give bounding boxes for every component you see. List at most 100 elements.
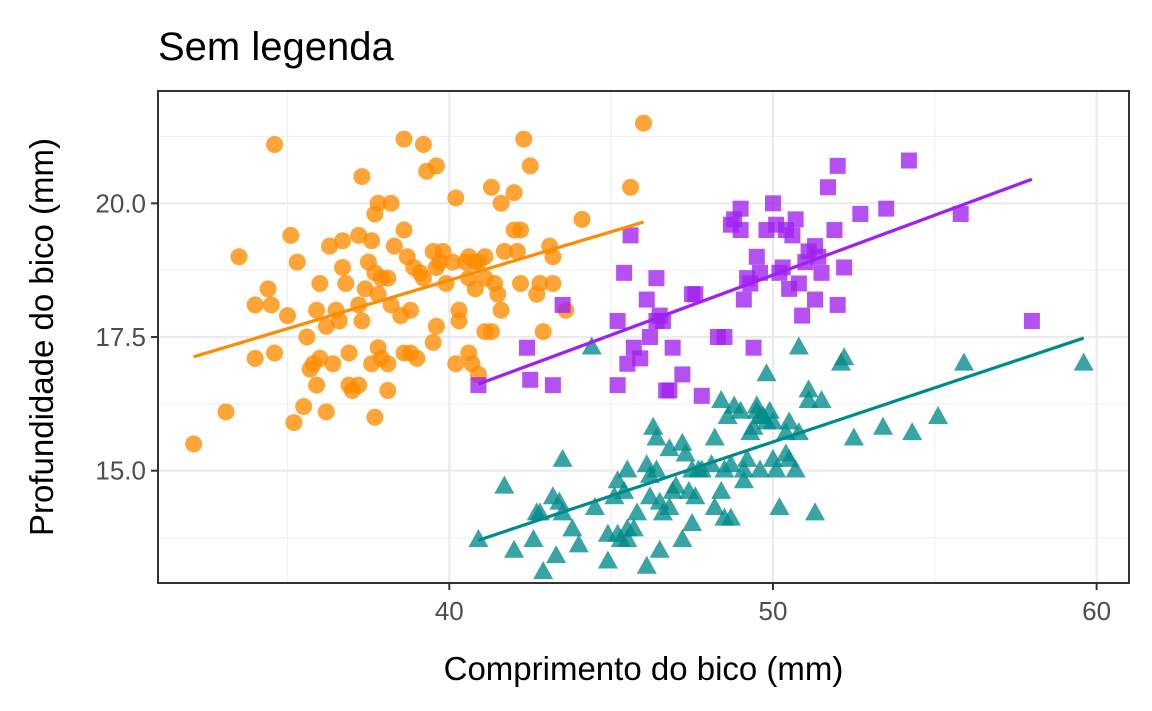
data-point-triangle (639, 486, 660, 505)
data-point-circle (340, 344, 358, 362)
data-point-circle (333, 258, 351, 276)
data-point-circle (308, 376, 326, 394)
data-point-triangle (720, 507, 741, 526)
data-point-triangle (873, 416, 894, 435)
data-point-square (622, 227, 639, 244)
data-point-triangle (617, 459, 638, 478)
data-point-circle (266, 135, 284, 153)
data-point-circle (534, 323, 552, 341)
data-point-circle (395, 221, 413, 239)
data-point-triangle (468, 529, 489, 548)
data-point-circle (369, 285, 387, 303)
data-point-circle (408, 349, 426, 367)
data-point-circle (515, 130, 533, 148)
data-point-circle (311, 275, 329, 293)
data-point-square (784, 227, 801, 244)
data-point-triangle (646, 459, 667, 478)
data-point-triangle (617, 529, 638, 548)
data-point-triangle (649, 539, 670, 558)
data-point-circle (505, 184, 523, 202)
data-point-triangle (805, 502, 826, 521)
data-point-square (1023, 312, 1040, 329)
data-point-triangle (704, 496, 725, 515)
data-point-square (952, 206, 969, 222)
data-point-circle (482, 323, 500, 341)
data-point-triangle (584, 496, 605, 515)
data-point-triangle (636, 454, 657, 473)
data-point-circle (295, 398, 313, 416)
data-point-circle (447, 189, 465, 207)
data-point-circle (379, 269, 397, 287)
data-point-triangle (529, 502, 550, 521)
data-point-circle (492, 301, 510, 319)
data-point-circle (262, 296, 280, 314)
minor-gridlines (158, 91, 1129, 583)
data-point-square (787, 211, 804, 228)
data-point-circle (356, 280, 374, 298)
data-point-circle (447, 355, 465, 373)
fit-line-series-1 (193, 220, 644, 359)
data-point-triangle (623, 518, 644, 537)
x-axis-ticks: 40 50 60 (435, 583, 1111, 626)
data-point-triangle (928, 406, 949, 425)
data-point-circle (379, 381, 397, 399)
data-point-square (732, 200, 749, 217)
data-point-triangle (811, 390, 832, 409)
data-point-circle (185, 435, 203, 453)
data-point-circle (427, 317, 445, 335)
data-point-triangle (733, 459, 754, 478)
data-point-circle (278, 307, 296, 325)
data-point-triangle (649, 491, 670, 510)
y-tick-label: 15.0 (95, 456, 146, 486)
data-point-triangle (552, 448, 573, 467)
data-point-circle (444, 253, 462, 271)
data-point-square (664, 339, 681, 356)
data-point-square (470, 377, 487, 394)
data-point-triangle (643, 416, 664, 435)
data-point-circle (482, 178, 500, 196)
data-point-circle (298, 328, 316, 346)
data-point-triangle (665, 475, 686, 494)
y-tick-label: 17.5 (95, 322, 146, 352)
data-point-square (522, 371, 539, 388)
data-point-circle (495, 242, 513, 260)
data-point-circle (246, 349, 264, 367)
data-point-triangle (766, 459, 787, 478)
data-point-square (748, 248, 765, 265)
data-point-triangle (843, 427, 864, 446)
data-point-circle (544, 275, 562, 293)
data-point-triangle (685, 486, 706, 505)
data-point-circle (635, 114, 652, 132)
fit-lines (193, 177, 1085, 542)
chart-title: Sem legenda (158, 25, 394, 69)
data-point-triangle (646, 427, 667, 446)
data-point-square (732, 222, 749, 239)
data-point-circle (476, 248, 494, 266)
data-point-circle (369, 194, 387, 212)
data-point-triangle (737, 448, 758, 467)
data-point-square (852, 206, 869, 222)
data-point-circle (414, 135, 432, 153)
data-point-circle (489, 285, 507, 303)
data-point-circle (308, 301, 326, 319)
data-point-circle (521, 157, 539, 175)
data-point-triangle (704, 427, 725, 446)
data-point-circle (512, 221, 530, 239)
data-point-circle (379, 355, 397, 373)
data-point-triangle (769, 496, 790, 515)
data-point-triangle (785, 459, 806, 478)
data-point-circle (311, 349, 329, 367)
data-point-circle (217, 403, 235, 421)
data-point-circle (266, 344, 284, 362)
data-point-square (829, 296, 846, 313)
x-tick-label: 50 (759, 596, 788, 626)
data-point-square (826, 222, 843, 239)
data-point-triangle (762, 448, 783, 467)
data-point-triangle (691, 459, 712, 478)
data-point-triangle (523, 529, 544, 548)
data-point-triangle (504, 539, 525, 558)
data-point-triangle (568, 534, 589, 553)
data-point-circle (573, 210, 591, 228)
data-point-square (518, 339, 535, 356)
